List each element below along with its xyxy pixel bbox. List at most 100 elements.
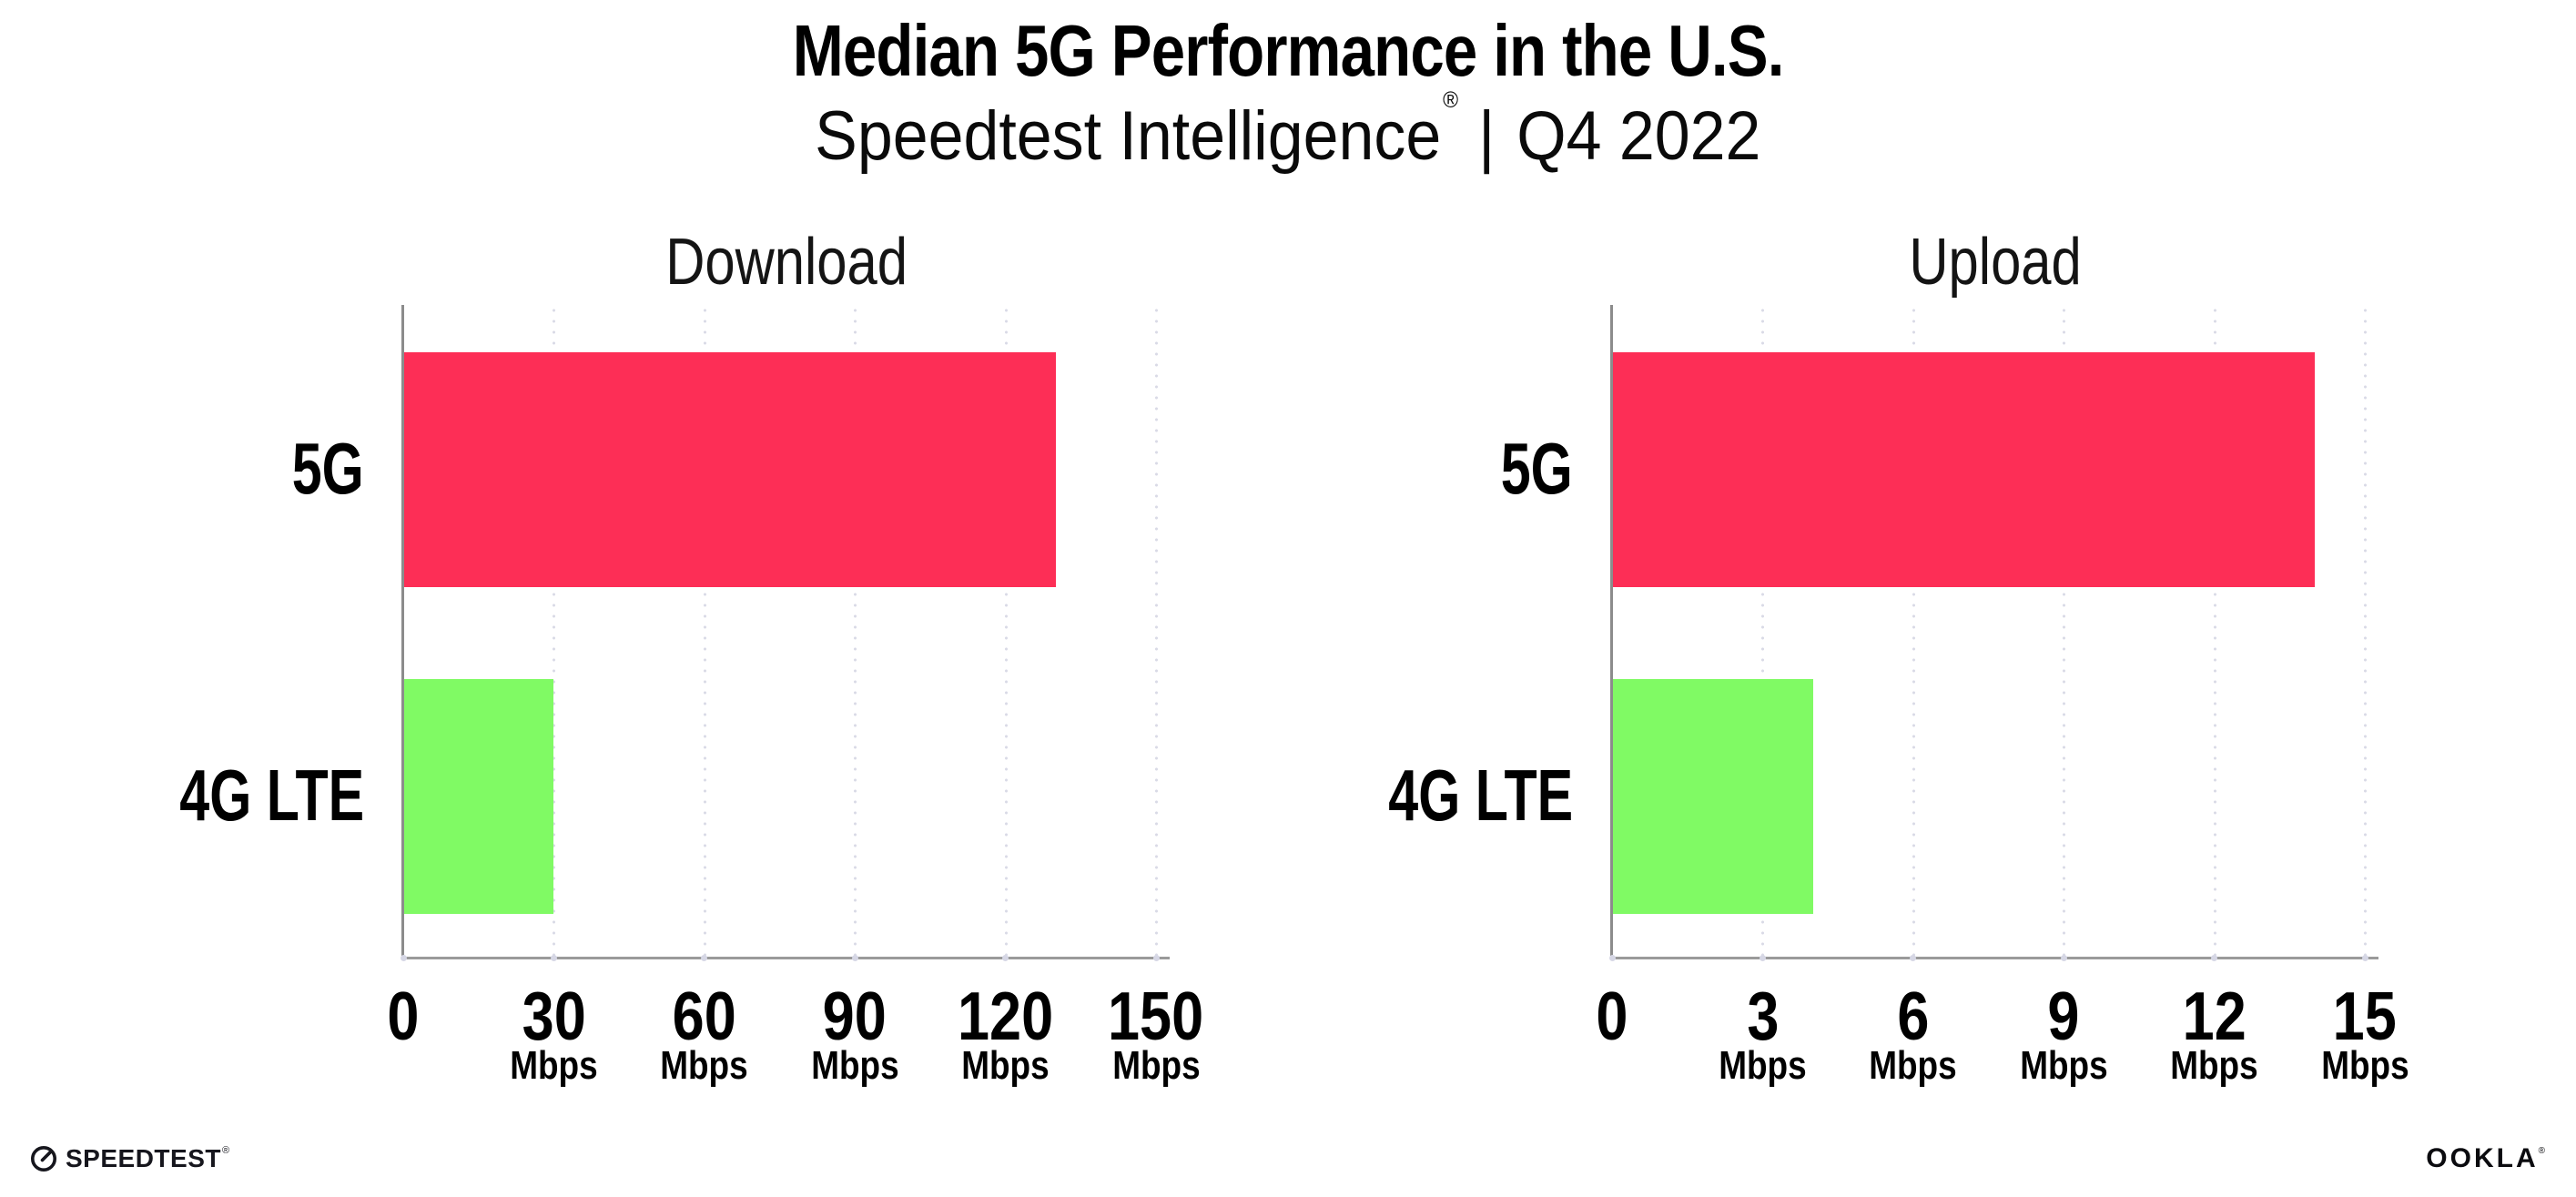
bar-5g xyxy=(403,352,1056,587)
axis-tick-dot xyxy=(2211,955,2218,961)
grid-line xyxy=(1004,305,1008,959)
subtitle-period: Q4 2022 xyxy=(1516,96,1761,175)
speedtest-logo-text: SPEEDTEST xyxy=(66,1144,221,1172)
x-tick-label: 6 xyxy=(1804,978,2023,1054)
x-unit-text: Mbps xyxy=(2019,1043,2108,1088)
axis-tick-dot xyxy=(1910,955,1917,961)
category-label-text: 4G LTE xyxy=(1388,755,1573,836)
x-unit-text: Mbps xyxy=(810,1043,899,1088)
x-tick-value: 12 xyxy=(2182,978,2246,1054)
axis-tick-dot xyxy=(2060,955,2067,961)
x-tick-label: 15 xyxy=(2256,978,2474,1054)
x-tick-value: 150 xyxy=(1108,978,1204,1054)
page-subtitle-text: Speedtest Intelligence® | Q4 2022 xyxy=(815,87,1761,176)
x-tick-label: 3 xyxy=(1653,978,1871,1054)
x-tick-label: 30 xyxy=(444,978,663,1054)
x-axis-line xyxy=(401,957,1170,959)
axis-tick-dot xyxy=(400,955,407,961)
x-unit-text: Mbps xyxy=(1111,1043,1201,1088)
x-axis-line xyxy=(1610,957,2378,959)
ookla-trademark: ® xyxy=(2538,1145,2545,1156)
x-unit-text: Mbps xyxy=(510,1043,598,1088)
axis-tick-dot xyxy=(1608,955,1616,961)
grid-line xyxy=(1912,305,1915,959)
x-unit-label: Mbps xyxy=(1954,1043,2173,1088)
axis-tick-dot xyxy=(1152,955,1160,961)
category-label-text: 5G xyxy=(1501,428,1573,509)
speedtest-gauge-icon xyxy=(29,1144,58,1173)
upload-chart-title: Upload xyxy=(1909,225,2082,299)
x-tick-label: 12 xyxy=(2105,978,2324,1054)
x-unit-text: Mbps xyxy=(1719,1043,1807,1088)
x-tick-value: 6 xyxy=(1897,978,1930,1054)
x-tick-value: 0 xyxy=(1596,978,1628,1054)
x-tick-value: 15 xyxy=(2332,978,2398,1054)
x-unit-label: Mbps xyxy=(2256,1043,2474,1088)
x-tick-value: 120 xyxy=(958,978,1054,1054)
x-unit-label: Mbps xyxy=(1804,1043,2023,1088)
category-label: 5G xyxy=(18,351,364,586)
x-unit-text: Mbps xyxy=(2170,1043,2258,1088)
x-unit-label: Mbps xyxy=(2105,1043,2324,1088)
bar-4g-lte xyxy=(403,679,554,914)
axis-tick-dot xyxy=(701,955,708,961)
x-tick-label: 90 xyxy=(745,978,964,1054)
download-chart-plot: 5G 4G LTE 0 30 Mbps 60 Mbps 90 Mbps 120 Mbps 150 Mbp… xyxy=(179,305,1204,1088)
x-tick-value: 60 xyxy=(672,978,736,1054)
x-tick-value: 0 xyxy=(387,978,420,1054)
x-tick-value: 9 xyxy=(2047,978,2080,1054)
category-label-text: 5G xyxy=(292,428,364,509)
category-label-text: 4G LTE xyxy=(179,755,364,836)
x-tick-value: 30 xyxy=(522,978,586,1054)
x-unit-label: Mbps xyxy=(1047,1043,1265,1088)
x-tick-label: 9 xyxy=(1954,978,2173,1054)
x-unit-label: Mbps xyxy=(444,1043,663,1088)
axis-tick-dot xyxy=(851,955,858,961)
x-tick-label: 0 xyxy=(1503,978,1721,1054)
page-title: Median 5G Performance in the U.S. xyxy=(0,0,2576,102)
speedtest-trademark: ® xyxy=(221,1145,230,1156)
registered-mark: ® xyxy=(1443,87,1459,114)
subtitle-divider: | xyxy=(1478,96,1496,175)
x-unit-text: Mbps xyxy=(2320,1043,2409,1088)
ookla-logo: OOKLA ® xyxy=(2426,1141,2545,1176)
axis-tick-dot xyxy=(1759,955,1766,961)
x-unit-text: Mbps xyxy=(1869,1043,1958,1088)
x-tick-value: 90 xyxy=(823,978,887,1054)
y-axis-line xyxy=(1610,305,1613,959)
bar-5g xyxy=(1612,352,2315,587)
x-unit-text: Mbps xyxy=(961,1043,1050,1088)
x-tick-label: 150 xyxy=(1047,978,1265,1054)
page-subtitle: Speedtest Intelligence® | Q4 2022 xyxy=(0,87,2576,184)
axis-tick-dot xyxy=(2361,955,2368,961)
grid-line xyxy=(2364,305,2367,959)
y-axis-line xyxy=(401,305,404,959)
category-label: 4G LTE xyxy=(1227,678,1573,913)
x-unit-label: Mbps xyxy=(1653,1043,1871,1088)
grid-line xyxy=(2213,305,2216,959)
x-unit-label: Mbps xyxy=(897,1043,1115,1088)
x-tick-label: 0 xyxy=(294,978,512,1054)
x-tick-label: 60 xyxy=(595,978,814,1054)
grid-line xyxy=(703,305,706,959)
upload-chart-plot: 5G 4G LTE 0 3 Mbps 6 Mbps 9 Mbps 12 Mbps 15 Mbps xyxy=(1388,305,2409,1088)
category-label: 4G LTE xyxy=(18,678,364,913)
x-unit-label: Mbps xyxy=(595,1043,814,1088)
axis-tick-dot xyxy=(1002,955,1009,961)
ookla-logo-text: OOKLA xyxy=(2426,1143,2539,1173)
subtitle-brand: Speedtest Intelligence xyxy=(815,96,1442,175)
bar-4g-lte xyxy=(1612,679,1813,914)
x-tick-label: 120 xyxy=(897,978,1115,1054)
grid-line xyxy=(553,305,556,959)
grid-line xyxy=(1761,305,1765,959)
page-title-text: Median 5G Performance in the U.S. xyxy=(792,10,1785,91)
x-tick-value: 3 xyxy=(1746,978,1779,1054)
category-label: 5G xyxy=(1227,351,1573,586)
x-unit-label: Mbps xyxy=(745,1043,964,1088)
x-unit-text: Mbps xyxy=(660,1043,749,1088)
grid-line xyxy=(1155,305,1158,959)
speedtest-logo: SPEEDTEST ® xyxy=(29,1140,230,1178)
grid-line xyxy=(2063,305,2066,959)
axis-tick-dot xyxy=(550,955,557,961)
